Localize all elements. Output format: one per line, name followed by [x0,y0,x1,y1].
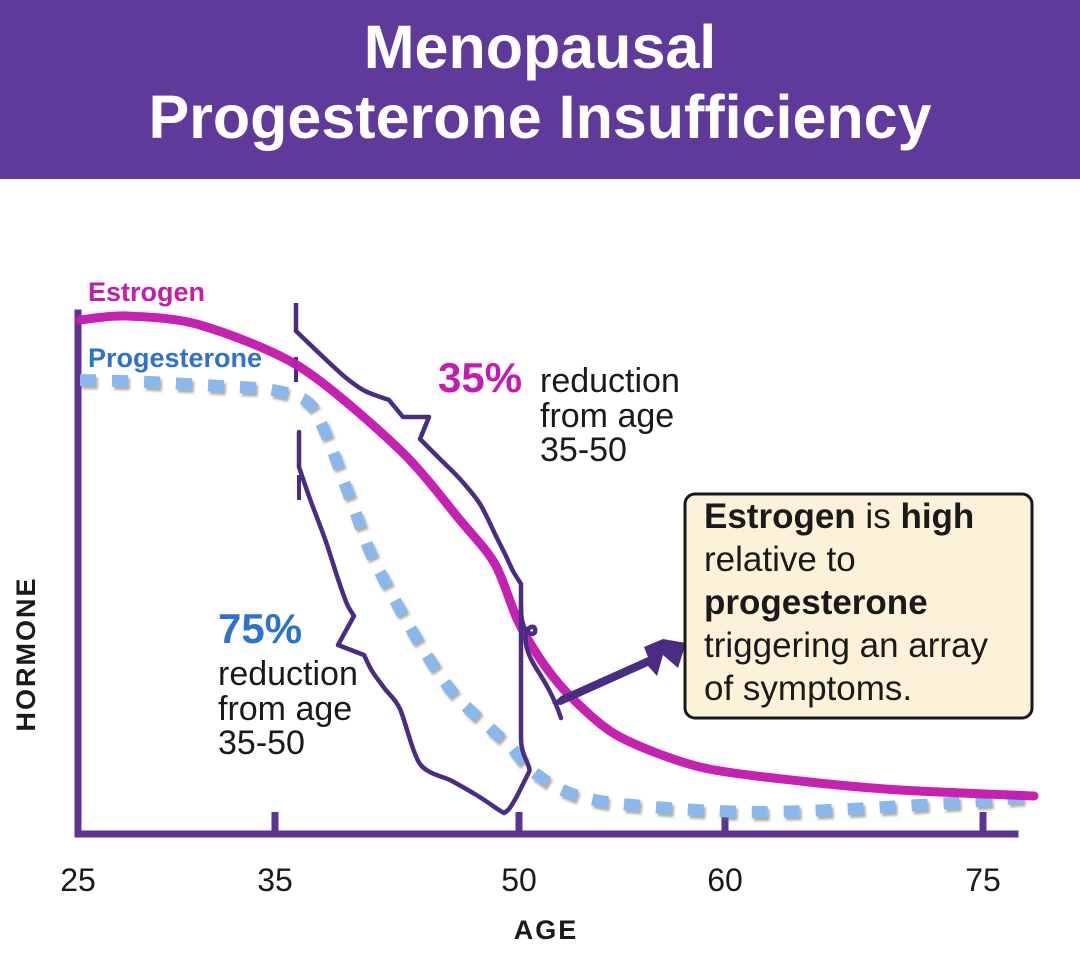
svg-text:Estrogen: Estrogen [88,277,205,307]
svg-text:HORMONE: HORMONE [11,577,41,732]
svg-text:75%: 75% [218,605,302,652]
svg-text:35-50: 35-50 [540,431,627,469]
svg-text:from age: from age [540,397,674,435]
svg-text:35%: 35% [438,354,522,401]
svg-text:of symptoms.: of symptoms. [704,669,912,708]
svg-text:reduction: reduction [540,362,680,400]
svg-text:25: 25 [60,862,96,898]
svg-text:50: 50 [501,862,537,898]
svg-text:from age: from age [218,690,352,728]
svg-text:Estrogen is high: Estrogen is high [704,497,974,536]
svg-text:reduction: reduction [218,655,358,693]
svg-text:AGE: AGE [514,915,579,945]
svg-text:progesterone: progesterone [704,583,928,622]
svg-text:Progesterone: Progesterone [88,343,262,373]
svg-text:60: 60 [707,862,743,898]
svg-text:35: 35 [257,862,293,898]
svg-text:75: 75 [965,862,1001,898]
svg-text:relative to: relative to [704,540,856,579]
svg-text:35-50: 35-50 [218,724,305,762]
svg-text:triggering an array: triggering an array [704,626,989,665]
